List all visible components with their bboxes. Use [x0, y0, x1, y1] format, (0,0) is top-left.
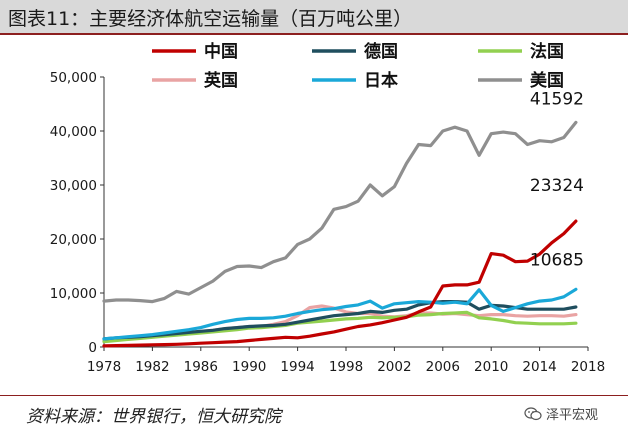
x-tick-label: 1978: [87, 359, 121, 375]
legend-label-法国: 法国: [530, 41, 564, 62]
x-tick-label: 1982: [135, 359, 169, 375]
legend-label-日本: 日本: [364, 70, 398, 91]
watermark: 泽平宏观: [524, 404, 598, 423]
source-note: 资料来源：世界银行，恒大研究院: [26, 407, 281, 427]
wechat-icon: [524, 406, 542, 420]
annotation-中国: 23324: [530, 176, 584, 196]
annotation-美国: 41592: [530, 89, 584, 109]
x-tick-label: 1994: [280, 359, 314, 375]
legend-label-英国: 英国: [204, 70, 238, 91]
source-divider: [0, 395, 628, 396]
series-line-美国: [102, 120, 578, 304]
x-tick-label: 2010: [474, 359, 508, 375]
series-line-日本: [102, 287, 578, 341]
x-tick-label: 2014: [522, 359, 556, 375]
y-tick-label: 40,000: [50, 124, 97, 140]
x-tick-label: 1998: [329, 359, 363, 375]
legend-label-德国: 德国: [364, 41, 398, 62]
x-tick-label: 1986: [184, 359, 218, 375]
y-tick-label: 0: [88, 340, 97, 356]
watermark-text: 泽平宏观: [546, 408, 599, 423]
legend-label-中国: 中国: [204, 41, 238, 62]
y-tick-label: 30,000: [50, 178, 97, 194]
y-tick-label: 10,000: [50, 286, 97, 302]
x-tick-label: 2006: [426, 359, 460, 375]
legend-label-美国: 美国: [530, 70, 564, 91]
page-title: 图表11：主要经济体航空运输量（百万吨公里）: [8, 8, 413, 30]
x-tick-label: 2018: [571, 359, 605, 375]
annotation-日本: 10685: [530, 250, 584, 270]
series-line-德国: [102, 300, 578, 341]
y-tick-label: 20,000: [50, 232, 97, 248]
x-tick-label: 1990: [232, 359, 266, 375]
title-bar: [0, 0, 628, 33]
series-line-法国: [102, 310, 578, 344]
y-tick-label: 50,000: [50, 70, 97, 86]
x-tick-label: 2002: [377, 359, 411, 375]
series-line-中国: [102, 219, 578, 348]
line-chart: 0 10,000 20,000 30,000 40,000 50,000 1978 1982 1…: [50, 41, 605, 375]
title-divider: [0, 33, 628, 35]
